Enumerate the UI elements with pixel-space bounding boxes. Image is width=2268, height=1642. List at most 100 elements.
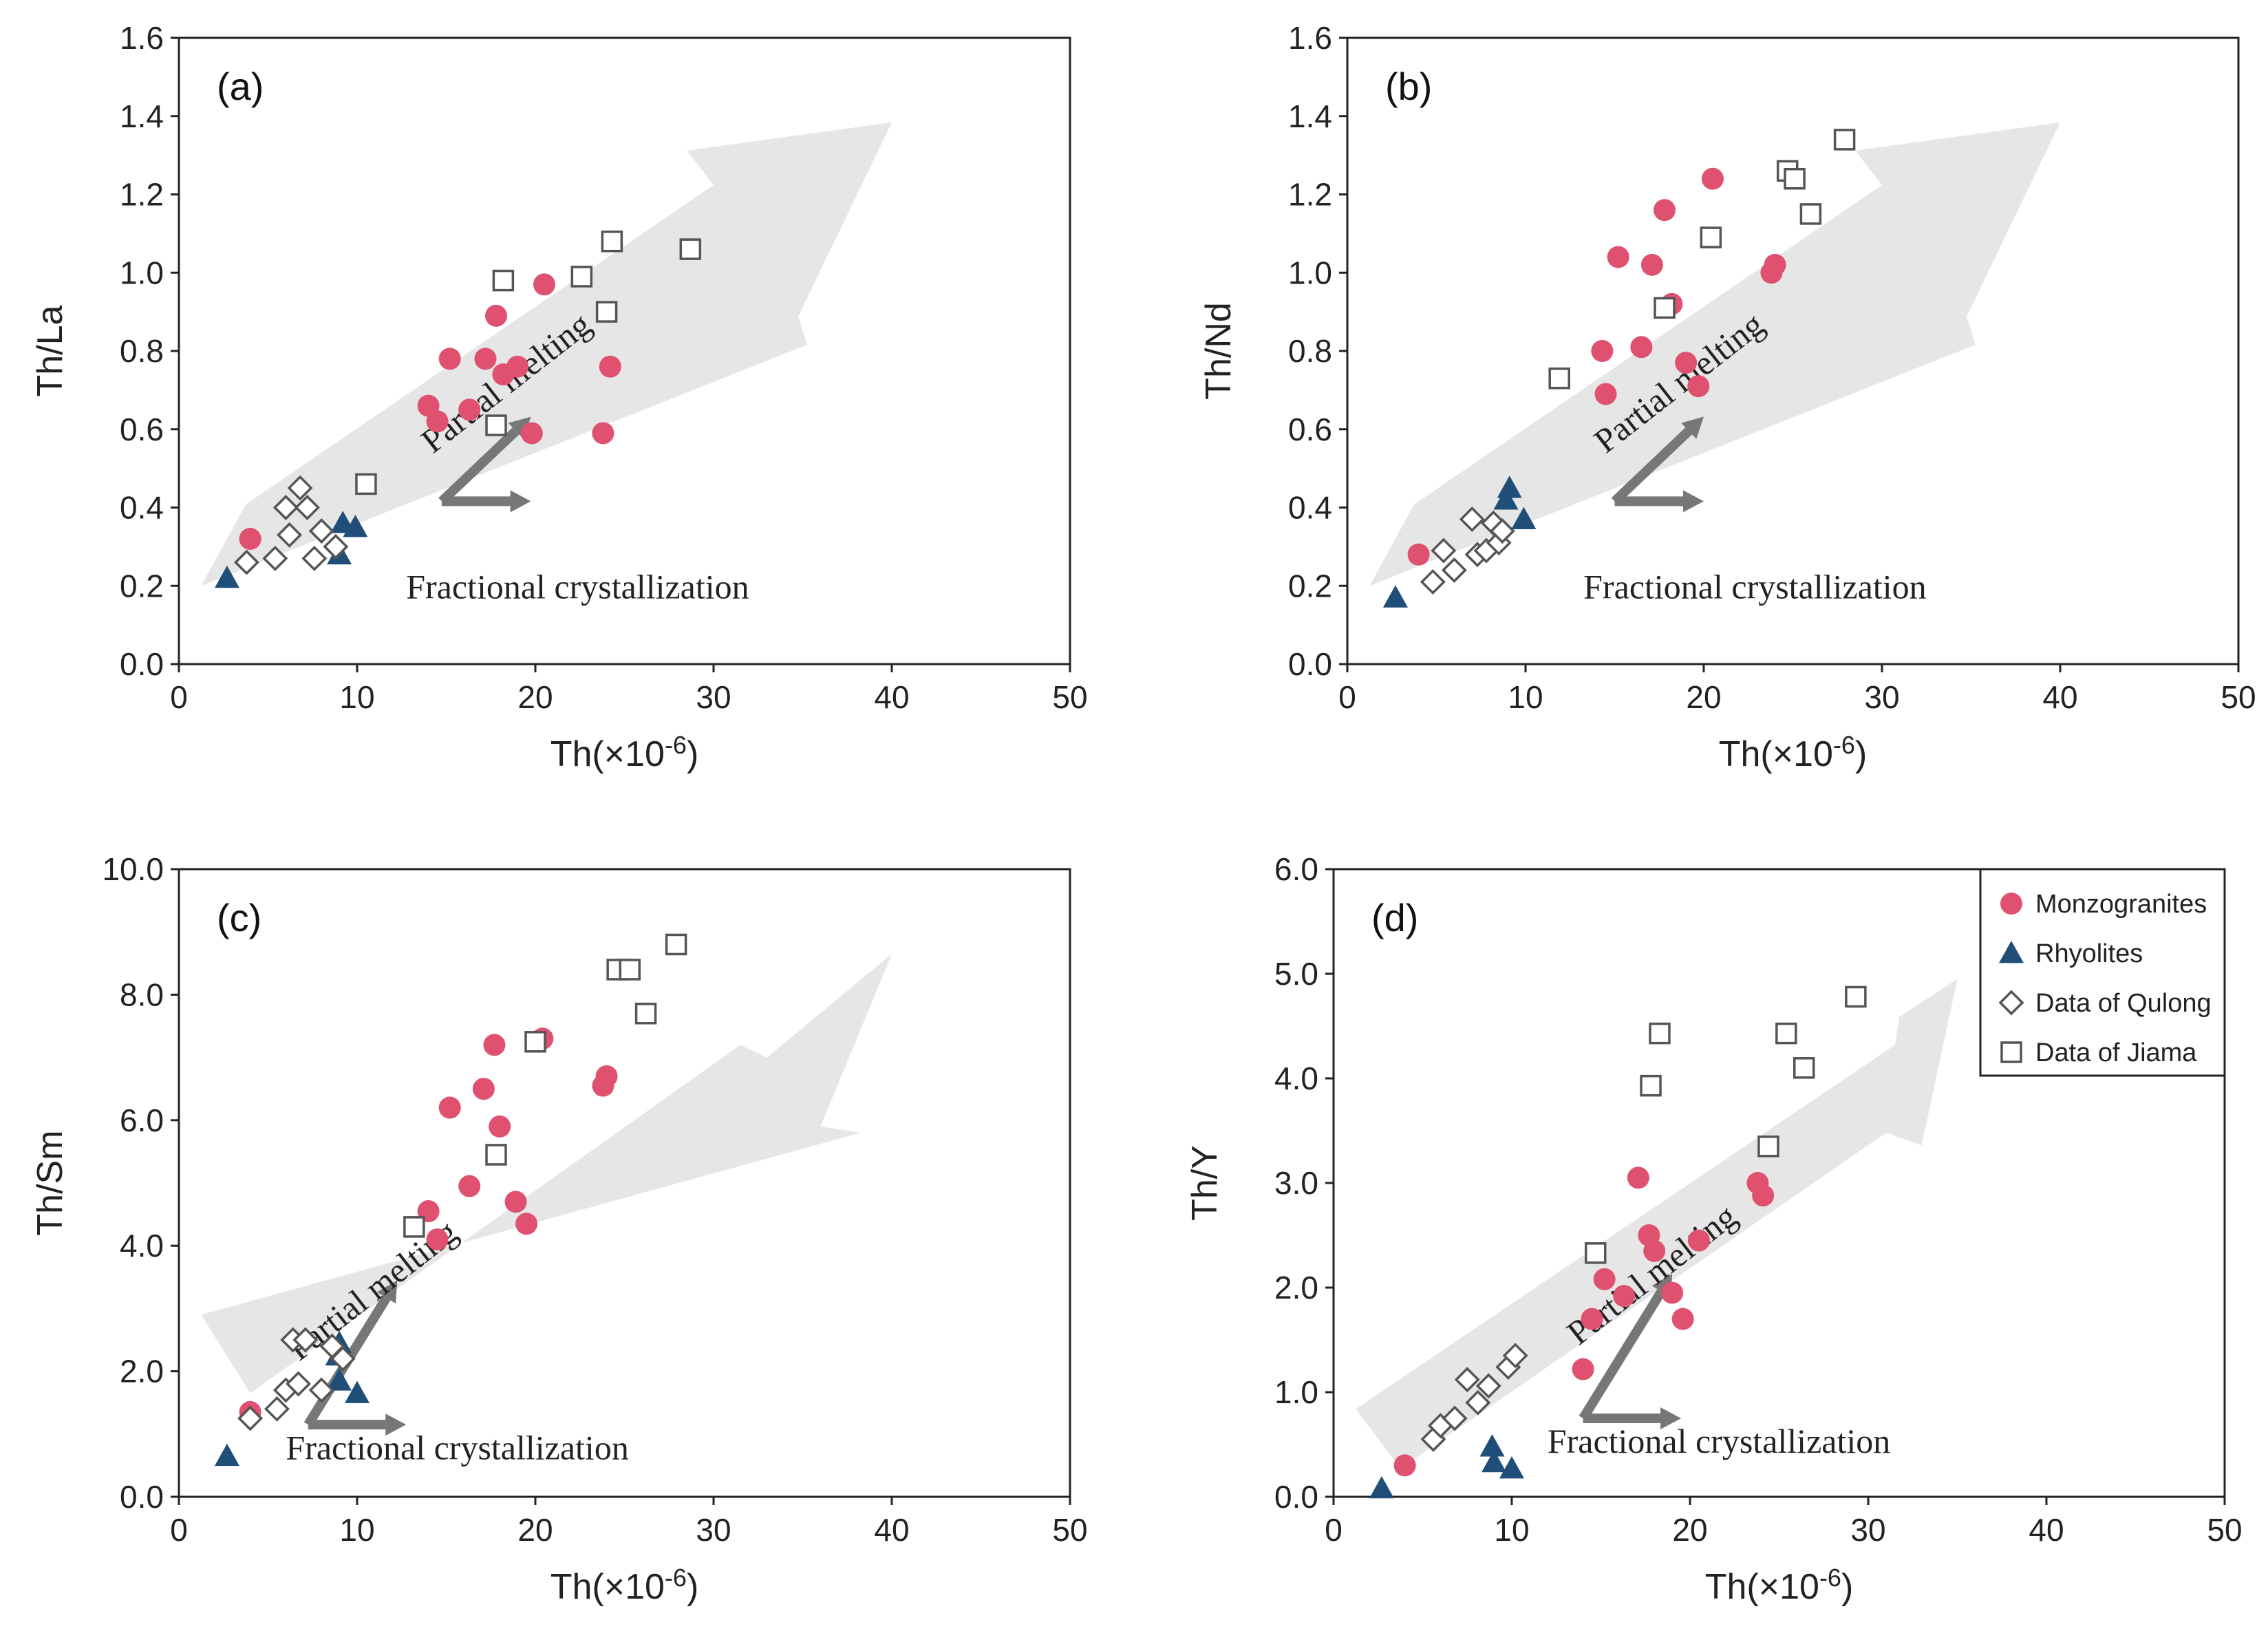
rhyolite-point bbox=[1999, 941, 2024, 963]
x-axis-label: Th(×10-6) bbox=[1705, 1564, 1854, 1607]
x-tick-label: 10 bbox=[1494, 1512, 1529, 1548]
partial-melting-arrow-shaft bbox=[1579, 1289, 1666, 1421]
monzogranite-point bbox=[239, 528, 261, 550]
y-tick-label: 0.0 bbox=[120, 646, 164, 682]
monzogranite-point bbox=[1687, 1229, 1710, 1252]
y-tick-label: 1.0 bbox=[120, 255, 164, 290]
y-tick-label: 1.0 bbox=[1274, 1374, 1318, 1410]
y-tick-label: 1.2 bbox=[1288, 177, 1332, 213]
jiama-point bbox=[2000, 1041, 2022, 1063]
x-axis-label: Th(×10-6) bbox=[1719, 731, 1868, 774]
y-tick-label: 0.2 bbox=[1288, 568, 1332, 604]
rhyolite-point bbox=[1369, 1475, 1394, 1499]
monzogranite-point bbox=[1407, 543, 1430, 566]
x-tick-label: 10 bbox=[339, 1512, 374, 1548]
y-tick-label: 0.8 bbox=[1288, 333, 1332, 369]
monzogranite-point bbox=[1661, 1281, 1684, 1304]
monzogranite-point bbox=[1581, 1308, 1603, 1330]
fractional-crystallization-arrow-head bbox=[1660, 1407, 1682, 1429]
trend-arrow bbox=[201, 122, 892, 586]
rhyolite-point bbox=[343, 514, 368, 537]
fractional-crystallization-label: Fractional crystallization bbox=[1583, 567, 1926, 606]
x-tick-label: 40 bbox=[874, 679, 909, 715]
y-tick-label: 10.0 bbox=[102, 851, 164, 887]
y-tick-label: 1.2 bbox=[120, 177, 164, 213]
y-tick-label: 8.0 bbox=[120, 977, 164, 1012]
x-tick-label: 30 bbox=[1850, 1512, 1885, 1548]
y-tick-label: 0.4 bbox=[1288, 490, 1332, 526]
monzogranite-point bbox=[1593, 1268, 1616, 1290]
monzogranite-point bbox=[438, 348, 461, 370]
monzogranite-point bbox=[599, 355, 621, 378]
monzogranite-point bbox=[520, 422, 543, 445]
y-tick-label: 3.0 bbox=[1274, 1165, 1318, 1201]
monzogranite-point bbox=[489, 1115, 511, 1138]
y-tick-label: 0.2 bbox=[120, 568, 164, 604]
qulong-point bbox=[237, 1405, 264, 1431]
x-tick-label: 20 bbox=[517, 679, 553, 715]
monzogranite-point bbox=[1613, 1285, 1636, 1308]
monzogranite-point bbox=[506, 355, 529, 378]
jiama-point bbox=[485, 1144, 507, 1166]
panel-label: (c) bbox=[217, 896, 261, 939]
monzogranite-point bbox=[438, 1096, 461, 1119]
x-tick-label: 30 bbox=[1864, 679, 1899, 715]
fractional-crystallization-arrow-head bbox=[1683, 490, 1704, 513]
jiama-point bbox=[1654, 297, 1676, 319]
x-axis-label: Th(×10-6) bbox=[550, 1564, 699, 1607]
legend-label: Rhyolites bbox=[2035, 939, 2143, 968]
panel-d: 0 10 20 30 40 50 0.0 1.0 2.0 3.0 4.0 5.0 6.0 Th(×10-6… bbox=[1185, 851, 2243, 1607]
jiama-point bbox=[634, 1003, 657, 1025]
x-tick-label: 0 bbox=[1338, 679, 1356, 715]
trend-arrow bbox=[1369, 122, 2060, 586]
legend: Monzogranites Rhyolites Data of Qulong Data… bbox=[1979, 868, 2226, 1077]
legend-item: Data of Jiama bbox=[2000, 1038, 2197, 1067]
monzogranite-point bbox=[426, 1228, 449, 1251]
y-tick-label: 1.4 bbox=[1288, 98, 1332, 134]
legend-item: Data of Qulong bbox=[1998, 989, 2212, 1018]
monzogranite-point bbox=[458, 398, 481, 421]
qulong-point bbox=[1420, 569, 1446, 595]
x-axis-label: Th(×10-6) bbox=[550, 731, 699, 774]
monzogranite-point bbox=[1594, 383, 1617, 405]
x-tick-label: 10 bbox=[339, 679, 374, 715]
qulong-point bbox=[1454, 1367, 1480, 1393]
qulong-point bbox=[1998, 990, 2024, 1016]
y-axis-label: Th/Y bbox=[1185, 1145, 1225, 1221]
jiama-point bbox=[403, 1216, 425, 1238]
monzogranite-point bbox=[1607, 246, 1629, 268]
y-tick-label: 5.0 bbox=[1274, 956, 1318, 992]
qulong-point bbox=[1502, 1343, 1528, 1369]
qulong-point bbox=[323, 533, 349, 559]
fractional-crystallization-label: Fractional crystallization bbox=[286, 1428, 628, 1467]
qulong-point bbox=[295, 495, 320, 520]
monzogranite-point bbox=[1764, 253, 1786, 276]
y-tick-label: 0.6 bbox=[120, 412, 164, 447]
legend-label: Data of Qulong bbox=[2035, 989, 2212, 1018]
jiama-point bbox=[619, 959, 641, 981]
x-tick-label: 0 bbox=[170, 1512, 188, 1548]
qulong-point bbox=[272, 495, 299, 520]
x-tick-label: 50 bbox=[2207, 1512, 2242, 1548]
rhyolite-point bbox=[214, 565, 239, 588]
fractional-crystallization-label: Fractional crystallization bbox=[1548, 1422, 1890, 1460]
rhyolite-point bbox=[1481, 1449, 1507, 1473]
partial-melting-arrow-shaft bbox=[438, 427, 520, 505]
qulong-point bbox=[301, 545, 328, 571]
y-axis-label: Th/La bbox=[30, 305, 70, 396]
y-tick-label: 0.0 bbox=[1274, 1479, 1318, 1515]
y-tick-label: 1.6 bbox=[120, 20, 164, 56]
qulong-point bbox=[308, 1377, 334, 1403]
legend-item: Monzogranites bbox=[2000, 890, 2207, 919]
jiama-point bbox=[570, 266, 593, 288]
y-tick-label: 0.6 bbox=[1288, 412, 1332, 447]
jiama-point bbox=[1784, 168, 1806, 190]
qulong-point bbox=[1431, 537, 1457, 564]
partial-melting-arrow-head bbox=[376, 1280, 398, 1304]
monzogranite-point bbox=[2000, 893, 2022, 915]
jiama-point bbox=[1793, 1057, 1815, 1079]
trend-arrow bbox=[201, 954, 892, 1394]
qulong-point bbox=[287, 475, 313, 501]
jiama-point bbox=[492, 269, 515, 292]
